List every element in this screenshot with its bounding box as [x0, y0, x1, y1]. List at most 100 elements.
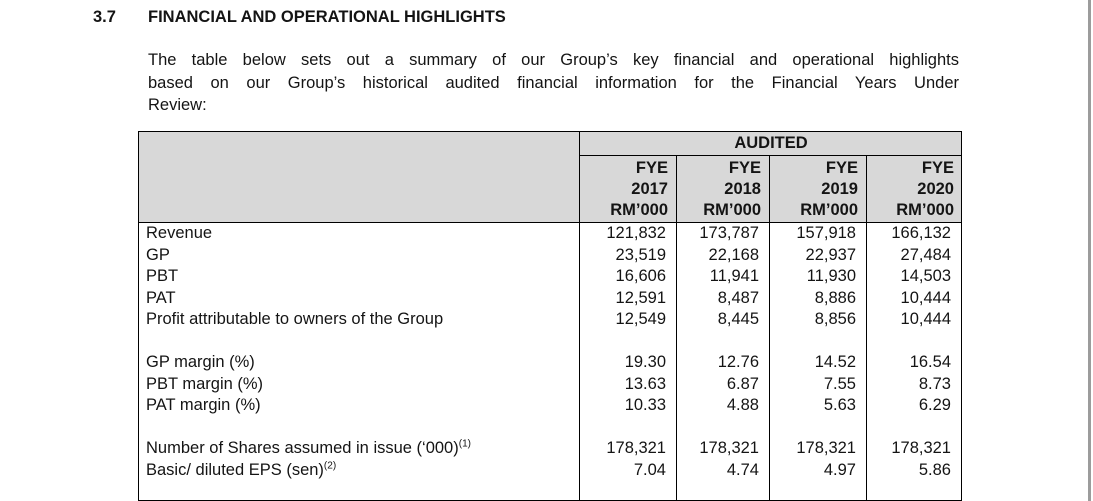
intro-paragraph: The table below sets out a summary of ou…	[148, 49, 959, 117]
table-row-revenue: Revenue 121,832 173,787 157,918 166,132	[139, 223, 961, 245]
value-cell: 14,503	[866, 266, 961, 288]
row-label: PBT margin (%)	[139, 374, 579, 396]
value-cell: 8,886	[769, 287, 866, 309]
intro-line: Review:	[148, 96, 207, 114]
value-cell: 4.97	[769, 459, 866, 481]
value-cell: 23,519	[579, 244, 676, 266]
value-cell: 12.76	[676, 352, 769, 374]
row-label-text: PAT	[146, 288, 176, 307]
value-cell: 173,787	[676, 223, 769, 245]
intro-line: The table below sets out a summary of ou…	[148, 51, 959, 69]
table-row-pat: PAT 12,591 8,487 8,886 10,444	[139, 287, 961, 310]
section-title: FINANCIAL AND OPERATIONAL HIGHLIGHTS	[148, 8, 506, 26]
value-cell	[579, 481, 676, 500]
audited-header: AUDITED	[580, 132, 962, 156]
fye-header-row: FYE 2017 RM’000 FYE 2018 RM’000 FYE 2019…	[580, 156, 962, 222]
section-heading: 3.7 FINANCIAL AND OPERATIONAL HIGHLIGHTS	[93, 8, 506, 27]
footnote-marker: (1)	[458, 438, 471, 450]
table-row-profit-owners: Profit attributable to owners of the Gro…	[139, 309, 961, 331]
table-row-spacer	[139, 330, 961, 353]
row-label: PAT margin (%)	[139, 395, 579, 417]
value-cell: 6.87	[676, 373, 769, 395]
column-header-fye-2017: FYE 2017 RM’000	[580, 156, 676, 222]
row-label: Basic/ diluted EPS (sen)(2)	[139, 460, 579, 482]
row-label-text: PBT margin (%)	[146, 374, 264, 393]
value-cell: 11,941	[676, 266, 769, 288]
value-cell	[769, 416, 866, 438]
value-cell: 157,918	[769, 223, 866, 245]
section-number: 3.7	[93, 8, 116, 26]
table-row-cutoff	[139, 481, 961, 500]
row-label-text: Revenue	[146, 224, 213, 242]
table-row-eps: Basic/ diluted EPS (sen)(2) 7.04 4.74 4.…	[139, 459, 961, 482]
value-cell: 178,321	[579, 438, 676, 460]
fye-year: 2020	[917, 180, 954, 198]
value-cell: 22,937	[769, 244, 866, 266]
value-cell: 4.74	[676, 459, 769, 481]
value-cell: 10,444	[866, 287, 961, 309]
footnote-marker: (2)	[323, 460, 337, 471]
value-cell: 4.88	[676, 395, 769, 417]
table-header: AUDITED FYE 2017 RM’000 FYE 2018 RM’000 …	[139, 132, 962, 223]
table-row-pat-margin: PAT margin (%) 10.33 4.88 5.63 6.29	[139, 395, 961, 417]
row-label	[139, 481, 579, 500]
column-header-fye-2019: FYE 2019 RM’000	[769, 156, 866, 222]
row-label-text: Number of Shares assumed in issue (‘000)	[146, 439, 459, 457]
value-cell: 22,168	[676, 244, 769, 266]
fye-unit: RM’000	[703, 201, 761, 219]
value-cell: 7.55	[769, 373, 866, 395]
row-label: PBT	[139, 266, 579, 288]
fye-unit: RM’000	[610, 201, 668, 219]
row-label-text: GP margin (%)	[146, 353, 255, 371]
row-label: Number of Shares assumed in issue (‘000)…	[139, 438, 579, 460]
table-row-pbt-margin: PBT margin (%) 13.63 6.87 7.55 8.73	[139, 373, 961, 396]
row-label: Revenue	[139, 223, 579, 245]
column-header-fye-2020: FYE 2020 RM’000	[866, 156, 962, 222]
row-label	[139, 417, 579, 439]
table-body: Revenue 121,832 173,787 157,918 166,132 …	[139, 223, 961, 500]
fye-year: 2018	[724, 180, 761, 198]
value-cell: 166,132	[866, 223, 961, 245]
row-label: GP margin (%)	[139, 352, 579, 374]
value-cell	[866, 330, 961, 352]
value-cell: 12,549	[579, 309, 676, 331]
fye-unit: RM’000	[800, 201, 858, 219]
intro-line: based on our Group’s historical audited …	[148, 73, 959, 92]
row-label-text: PBT	[146, 267, 179, 285]
value-cell: 16.54	[866, 352, 961, 374]
row-label: Profit attributable to owners of the Gro…	[139, 309, 579, 331]
row-label: GP	[139, 245, 579, 267]
value-cell: 8.73	[866, 373, 961, 395]
value-cell: 178,321	[676, 438, 769, 460]
fye-year: 2017	[631, 180, 668, 198]
value-cell: 27,484	[866, 244, 961, 266]
value-cell	[866, 481, 961, 500]
value-cell: 121,832	[579, 223, 676, 245]
table-row-gp-margin: GP margin (%) 19.30 12.76 14.52 16.54	[139, 352, 961, 374]
value-cell	[866, 416, 961, 438]
value-cell: 19.30	[579, 352, 676, 374]
value-cell: 10.33	[579, 395, 676, 417]
value-cell: 8,445	[676, 309, 769, 331]
value-cell: 10,444	[866, 309, 961, 331]
value-cell: 12,591	[579, 287, 676, 309]
row-label-text: PAT margin (%)	[146, 396, 261, 414]
value-cell: 14.52	[769, 352, 866, 374]
table-header-right: AUDITED FYE 2017 RM’000 FYE 2018 RM’000 …	[579, 132, 962, 222]
fye-label: FYE	[921, 159, 954, 177]
row-label	[139, 331, 579, 353]
value-cell	[676, 330, 769, 352]
row-label-text: Basic/ diluted EPS (sen)	[146, 460, 324, 479]
value-cell: 5.63	[769, 395, 866, 417]
value-cell: 8,856	[769, 309, 866, 331]
table-corner-cell	[139, 132, 579, 222]
page-edge-rule	[1088, 0, 1093, 501]
value-cell: 13.63	[579, 373, 676, 395]
table-row-pbt: PBT 16,606 11,941 11,930 14,503	[139, 266, 961, 288]
financial-highlights-table: AUDITED FYE 2017 RM’000 FYE 2018 RM’000 …	[138, 131, 962, 501]
value-cell: 7.04	[579, 459, 676, 481]
row-label: PAT	[139, 288, 579, 310]
value-cell: 178,321	[866, 438, 961, 460]
value-cell: 5.86	[866, 459, 961, 481]
value-cell: 16,606	[579, 266, 676, 288]
